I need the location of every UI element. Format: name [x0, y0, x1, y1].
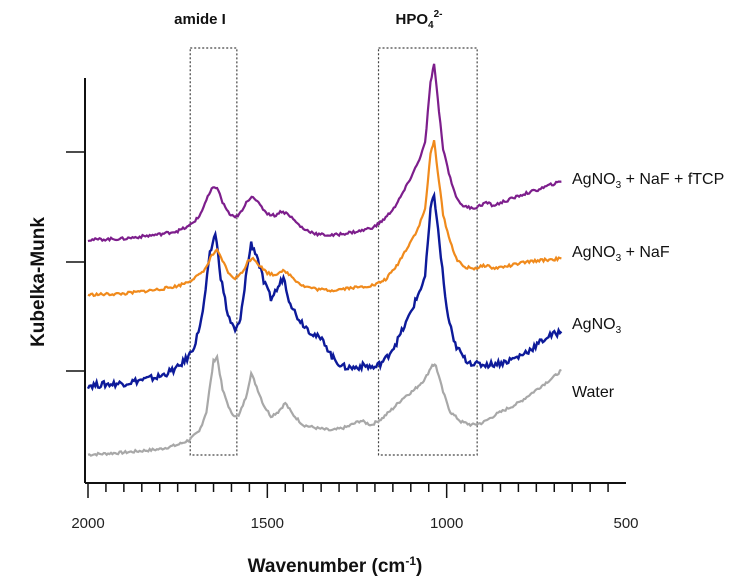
x-axis-title: Wavenumber (cm-1) — [248, 554, 423, 577]
x-tick-label: 500 — [613, 515, 638, 532]
y-ticks — [66, 151, 85, 372]
series-line-3 — [87, 63, 562, 243]
series-label-water: Water — [572, 384, 615, 401]
hpo4-label: HPO42- — [396, 9, 443, 31]
x-ticks: 2000 1500 1000 500 — [71, 483, 639, 532]
x-tick-label: 2000 — [71, 515, 104, 532]
annotation-box-0 — [189, 47, 238, 456]
series-line-1 — [86, 190, 563, 392]
series-label-naf: AgNO3 + NaF — [572, 244, 670, 264]
amide-i-label: amide I — [174, 11, 226, 28]
series-label-agno3: AgNO3 — [572, 316, 622, 336]
series-label-fTCP: AgNO3 + NaF + fTCP — [572, 171, 724, 191]
series-line-0 — [87, 353, 562, 457]
x-tick-label: 1500 — [251, 515, 284, 532]
series-line-2 — [87, 139, 562, 298]
y-axis-title: Kubelka-Munk — [28, 217, 49, 347]
annotation-box-1 — [377, 47, 478, 456]
x-tick-label: 1000 — [430, 515, 463, 532]
series-traces — [86, 63, 563, 457]
annotation-boxes — [189, 47, 478, 456]
